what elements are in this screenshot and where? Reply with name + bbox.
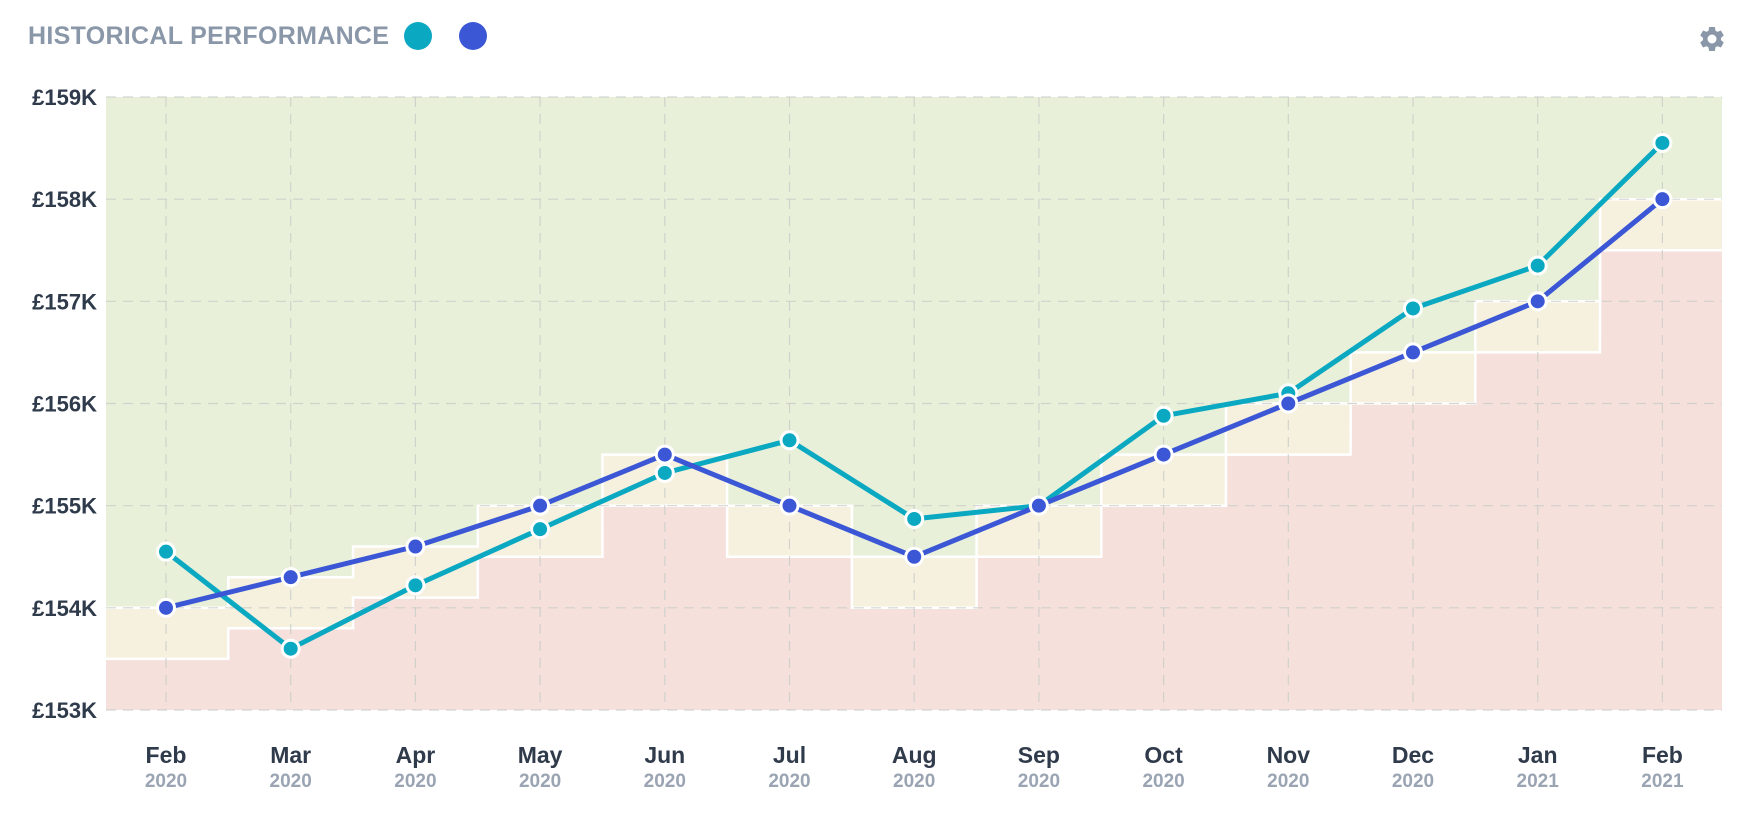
x-tick-month: Jul xyxy=(773,742,806,768)
gear-icon[interactable] xyxy=(1697,24,1727,54)
series-2-point xyxy=(904,546,925,567)
y-tick-label: £159K xyxy=(32,85,97,110)
y-tick-label: £157K xyxy=(32,289,97,314)
series-1-point xyxy=(654,462,675,483)
chart-header: HISTORICAL PERFORMANCE xyxy=(0,0,1752,76)
series-1-point xyxy=(1527,255,1548,276)
y-tick-label: £153K xyxy=(32,698,97,723)
x-tick-year: 2020 xyxy=(519,771,561,792)
y-tick-label: £158K xyxy=(32,187,97,212)
series-2-point xyxy=(1403,342,1423,363)
x-tick-year: 2020 xyxy=(1267,771,1309,792)
series-1-point xyxy=(280,638,301,659)
x-tick-month: Mar xyxy=(270,742,311,768)
x-tick-month: Feb xyxy=(1642,742,1683,768)
x-tick-year: 2021 xyxy=(1517,771,1560,792)
series-2-point xyxy=(1278,393,1299,414)
x-tick-year: 2021 xyxy=(1641,771,1684,792)
x-tick-year: 2020 xyxy=(145,771,187,792)
series-2-point xyxy=(1028,495,1049,516)
series-1-point xyxy=(156,541,176,562)
x-tick-month: Jun xyxy=(644,742,685,768)
series-2-point xyxy=(280,567,301,588)
y-tick-label: £155K xyxy=(32,494,97,519)
series-1-point xyxy=(1403,298,1423,319)
series-1 xyxy=(156,132,1673,659)
x-tick-month: Sep xyxy=(1018,742,1060,768)
x-tick-month: Oct xyxy=(1144,742,1183,768)
x-tick-year: 2020 xyxy=(1392,771,1434,792)
x-tick-year: 2020 xyxy=(768,771,810,792)
x-tick-year: 2020 xyxy=(644,771,686,792)
legend-series-2-dot[interactable] xyxy=(459,22,487,50)
x-tick-year: 2020 xyxy=(1018,771,1060,792)
x-tick-month: Nov xyxy=(1267,742,1311,768)
series-1-point xyxy=(1153,405,1174,426)
series-2-point xyxy=(779,495,800,516)
x-tick-month: Jan xyxy=(1518,742,1558,768)
x-tick-year: 2020 xyxy=(1142,771,1184,792)
series-2-point xyxy=(530,495,551,516)
series-1-point xyxy=(1652,132,1673,153)
series-2-point xyxy=(405,536,426,557)
x-tick-month: May xyxy=(518,742,563,768)
band-bottom xyxy=(106,250,1722,711)
y-tick-label: £154K xyxy=(32,596,97,621)
chart-title: HISTORICAL PERFORMANCE xyxy=(28,22,390,50)
x-tick-year: 2020 xyxy=(270,771,312,792)
x-tick-year: 2020 xyxy=(893,771,935,792)
x-tick-month: Feb xyxy=(146,742,187,768)
y-tick-label: £156K xyxy=(32,392,97,417)
series-1-point xyxy=(779,430,800,451)
x-tick-year: 2020 xyxy=(394,771,436,792)
series-2-point xyxy=(1652,189,1673,210)
legend-series-1-dot[interactable] xyxy=(404,22,432,50)
series-2-point xyxy=(156,597,176,618)
series-2-point xyxy=(654,444,675,465)
x-tick-month: Aug xyxy=(892,742,937,768)
series-2 xyxy=(156,189,1673,618)
series-2-point xyxy=(1527,291,1548,312)
x-tick-month: Apr xyxy=(396,742,436,768)
series-1-point xyxy=(904,508,925,529)
series-1-point xyxy=(405,575,426,596)
series-1-point xyxy=(530,519,551,540)
x-tick-month: Dec xyxy=(1392,742,1434,768)
series-2-point xyxy=(1153,444,1174,465)
